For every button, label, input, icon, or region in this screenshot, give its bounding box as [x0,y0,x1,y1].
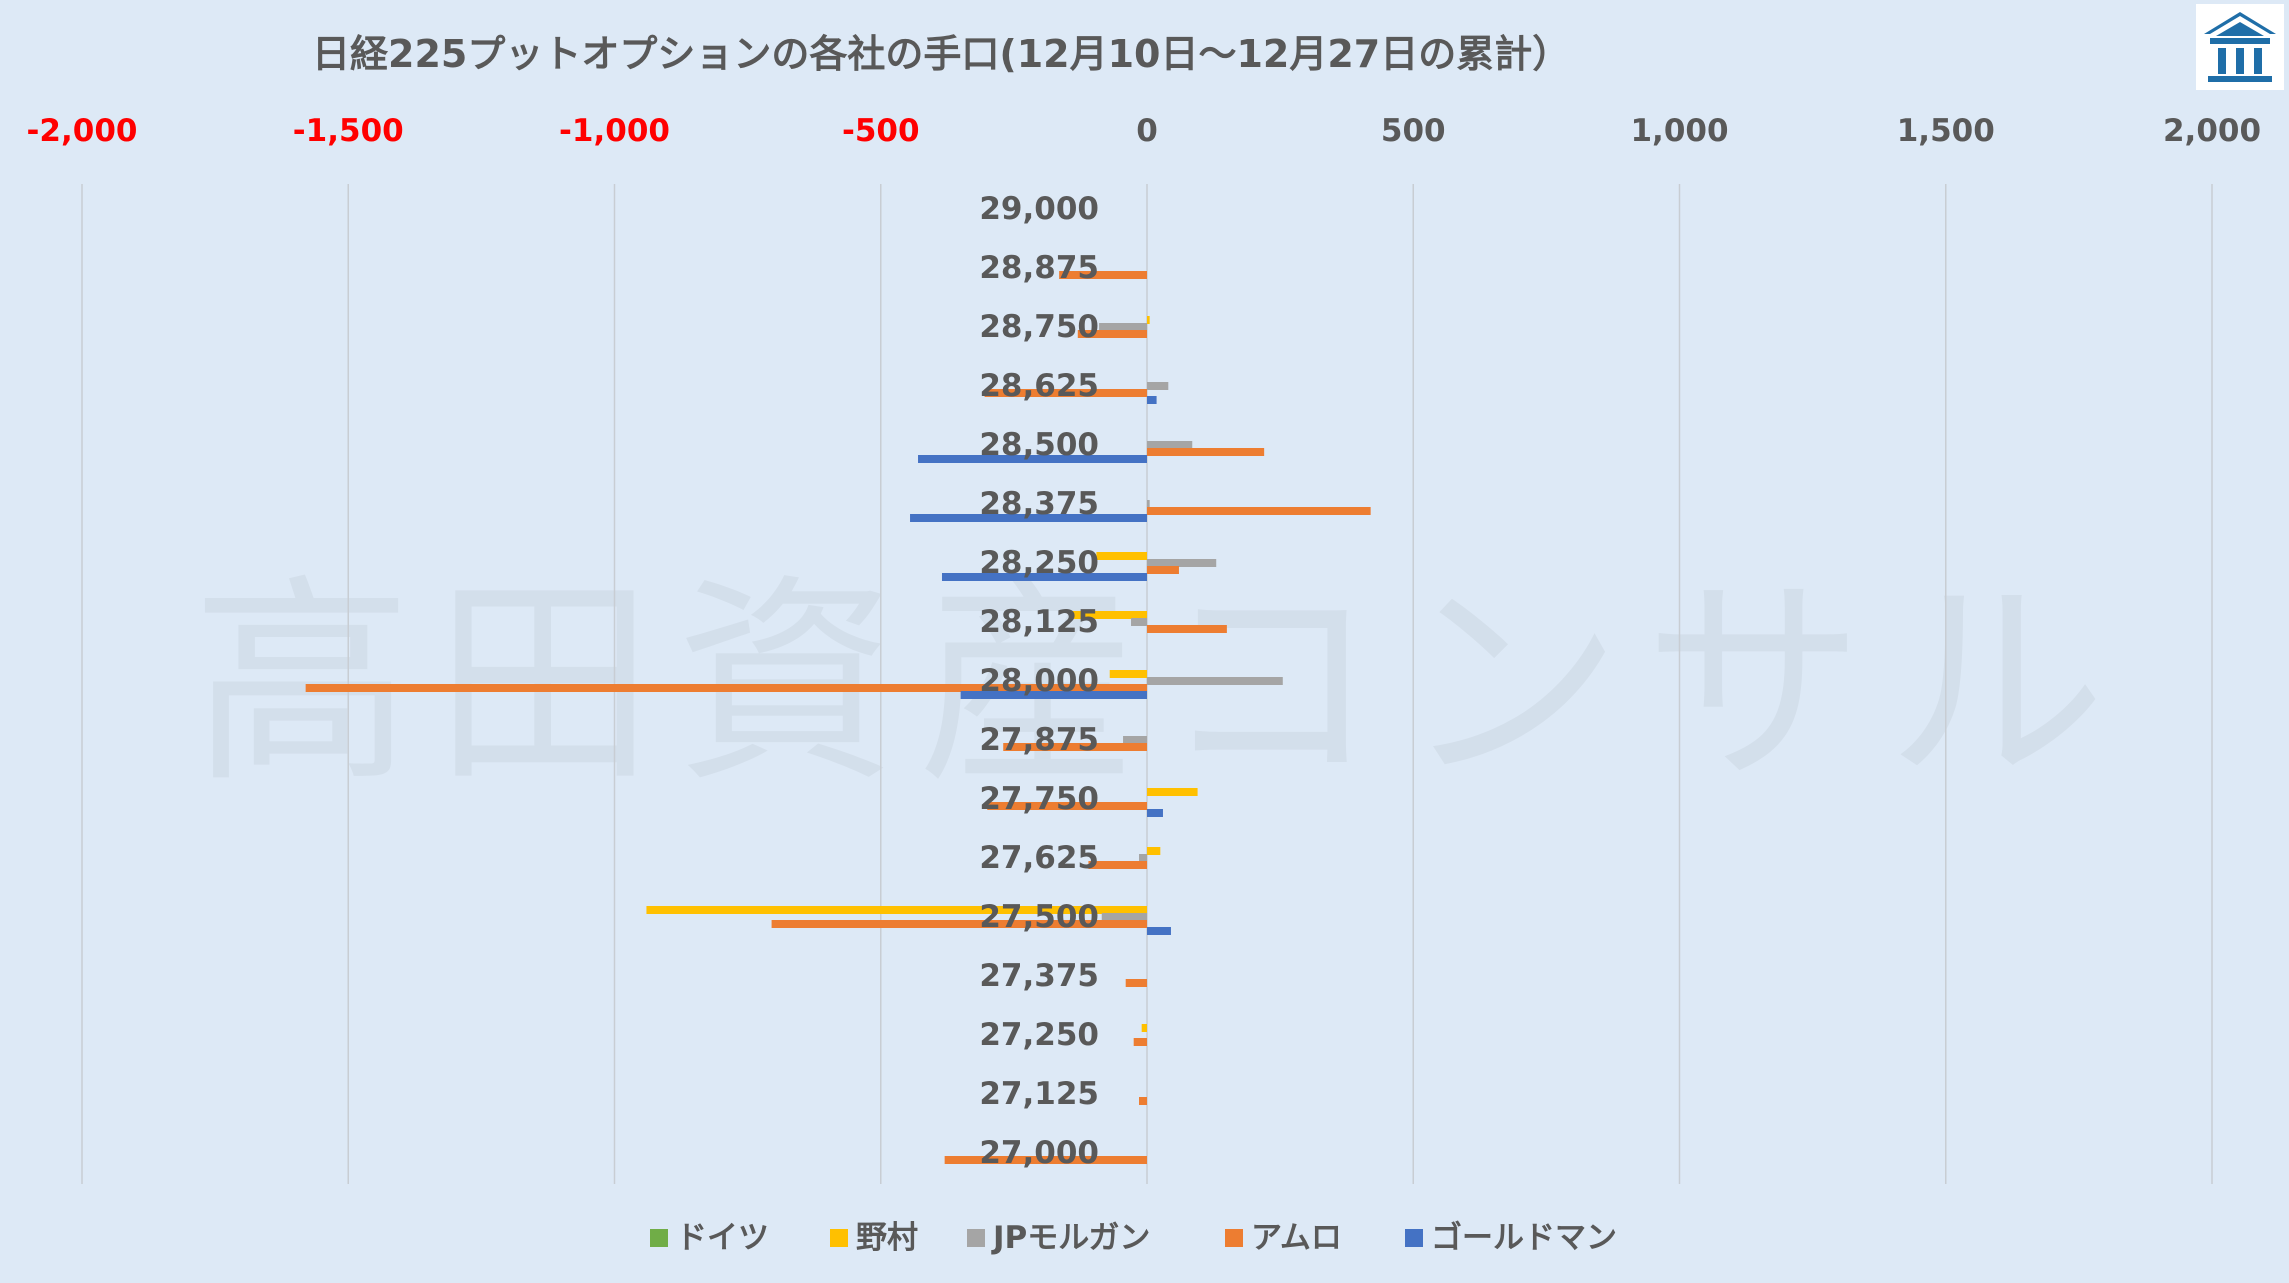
category-label: 27,125 [979,1076,1099,1112]
category-label: 28,750 [979,309,1099,345]
bar-3-8 [1131,618,1147,626]
legend-label: アムロ [1251,1220,1342,1256]
bar-2-11 [1147,788,1198,796]
bar-4-3 [1077,330,1147,338]
bar-3-5 [1147,441,1193,449]
legend-label: 野村 [856,1220,918,1256]
category-label: 28,125 [979,604,1099,640]
bar-4-5 [1147,448,1265,456]
bar-5-11 [1147,809,1163,817]
legend-item: ドイツ [650,1220,769,1256]
bar-2-3 [1147,316,1150,324]
bar-5-4 [1147,396,1157,404]
category-label: 28,875 [979,250,1099,286]
bar-4-13 [771,920,1147,928]
bar-4-8 [1147,625,1227,633]
legend-label: ドイツ [676,1220,769,1256]
bar-3-12 [1139,854,1147,862]
bar-3-10 [1123,736,1147,744]
y-axis: 29,000 28,875 28,750 28,625 28,500 28,375 28,2… [979,191,1099,1171]
bar-4-4 [984,389,1147,397]
category-label: 29,000 [979,191,1099,227]
bar-2-12 [1147,847,1161,855]
x-tick-label: 0 [1136,113,1158,149]
bar-3-7 [1147,559,1217,567]
legend: ドイツ 野村 JPモルガン アムロ ゴールドマン [650,1220,1617,1256]
x-tick-label: 1,000 [1630,113,1728,149]
category-label: 28,625 [979,368,1099,404]
x-tick-label: 2,000 [2163,113,2261,149]
legend-item: 野村 [830,1220,918,1256]
bar-4-11 [987,802,1147,810]
bar-4-15 [1133,1038,1147,1046]
bar-4-9 [305,684,1147,692]
legend-item: JPモルガン [967,1220,1150,1256]
legend-swatch [967,1229,985,1247]
x-tick-label: 1,500 [1897,113,1995,149]
x-tick-label: -1,500 [293,113,404,149]
bar-2-7 [1096,552,1147,560]
bar-3-6 [1147,500,1150,508]
bar-4-12 [1088,861,1147,869]
building-logo-icon [2196,4,2284,90]
bar-5-13 [1147,927,1171,935]
bar-2-8 [1072,611,1147,619]
bar-5-5 [918,455,1147,463]
bar-4-16 [1139,1097,1147,1105]
chart-title: 日経225プットオプションの各社の手口(12月10日～12月27日の累計） [312,32,1570,76]
category-label: 28,250 [979,545,1099,581]
category-label: 27,500 [979,899,1099,935]
x-tick-label: -2,000 [27,113,138,149]
bar-3-13 [1101,913,1147,921]
bar-4-10 [1003,743,1147,751]
bar-4-2 [1059,271,1147,279]
category-label: 27,000 [979,1135,1099,1171]
bar-2-13 [646,906,1147,914]
category-label: 28,500 [979,427,1099,463]
bar-4-6 [1147,507,1371,515]
legend-swatch [1405,1229,1423,1247]
x-tick-label: 500 [1381,113,1446,149]
x-tick-label: -1,000 [559,113,670,149]
legend-swatch [650,1229,668,1247]
bar-2-15 [1141,1024,1147,1032]
category-label: 27,875 [979,722,1099,758]
bar-4-17 [944,1156,1147,1164]
bar-4-14 [1125,979,1147,987]
legend-label: ゴールドマン [1431,1220,1617,1256]
category-label: 28,000 [979,663,1099,699]
x-axis: -2,000 -1,500 -1,000 -500 0 500 1,000 1,500 2,00… [27,113,2261,149]
legend-item: ゴールドマン [1405,1220,1617,1256]
category-label: 28,375 [979,486,1099,522]
legend-swatch [1225,1229,1243,1247]
bar-5-9 [960,691,1147,699]
bar-4-7 [1147,566,1179,574]
category-label: 27,750 [979,781,1099,817]
legend-label: JPモルガン [991,1220,1150,1256]
bars [305,271,1371,1164]
category-label: 27,625 [979,840,1099,876]
legend-item: アムロ [1225,1220,1342,1256]
bar-3-4 [1147,382,1169,390]
bar-3-9 [1147,677,1283,685]
category-label: 27,250 [979,1017,1099,1053]
bar-3-3 [1099,323,1147,331]
category-label: 27,375 [979,958,1099,994]
bar-5-6 [910,514,1147,522]
x-tick-label: -500 [842,113,920,149]
legend-swatch [830,1229,848,1247]
bar-5-7 [941,573,1147,581]
bar-2-9 [1109,670,1147,678]
